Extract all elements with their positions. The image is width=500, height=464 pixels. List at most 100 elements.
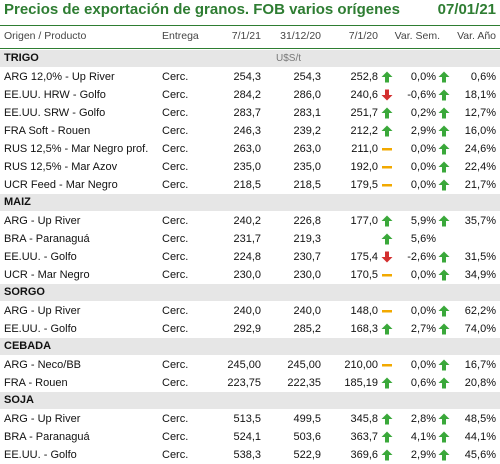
arrow-up-icon — [438, 413, 450, 425]
arrow-up-icon — [438, 161, 450, 173]
origin-cell: ARG - Up River — [4, 215, 81, 227]
price-v1-cell: 538,3 — [233, 449, 261, 461]
price-v1-cell: 246,3 — [233, 125, 261, 137]
year-change-cell: 16,7% — [464, 359, 496, 371]
price-v2-cell: 503,6 — [293, 431, 321, 443]
week-change-cell: 2,7% — [410, 323, 436, 335]
section-header-maiz: MAIZ — [0, 194, 500, 211]
price-v2-cell: 230,7 — [293, 251, 321, 263]
year-change-cell: 31,5% — [464, 251, 496, 263]
year-change-cell: 20,8% — [464, 377, 496, 389]
delivery-cell: Cerc. — [162, 449, 189, 461]
price-v1-cell: 231,7 — [233, 233, 261, 245]
origin-cell: EE.UU. - Golfo — [4, 449, 77, 461]
origin-cell: UCR - Mar Negro — [4, 269, 90, 281]
price-v3-cell: 212,2 — [350, 125, 378, 137]
delivery-cell: Cerc. — [162, 323, 189, 335]
price-v2-cell: 240,0 — [293, 305, 321, 317]
price-v2-cell: 219,3 — [293, 233, 321, 245]
year-change-cell: 22,4% — [464, 161, 496, 173]
arrow-down-icon — [381, 251, 393, 263]
arrow-up-icon — [438, 179, 450, 191]
col-header-v1: 7/1/21 — [231, 30, 261, 42]
year-change-cell: 74,0% — [464, 323, 496, 335]
week-change-cell: 0,0% — [410, 359, 436, 371]
arrow-up-icon — [438, 71, 450, 83]
arrow-up-icon — [438, 431, 450, 443]
week-change-cell: 4,1% — [410, 431, 436, 443]
week-change-cell: 2,9% — [410, 125, 436, 137]
flat-dash-icon — [381, 269, 393, 281]
section-name: SORGO — [4, 286, 45, 298]
price-v1-cell: 230,0 — [233, 269, 261, 281]
delivery-cell: Cerc. — [162, 413, 189, 425]
arrow-up-icon — [381, 107, 393, 119]
week-change-cell: 0,0% — [410, 305, 436, 317]
week-change-cell: -2,6% — [407, 251, 436, 263]
table-row: BRA - Paranaguá Cerc. 524,1 503,6 363,7 4,1% 4… — [0, 428, 500, 446]
week-change-cell: 5,9% — [410, 215, 436, 227]
arrow-up-icon — [438, 107, 450, 119]
col-header-year-change: Var. Año — [457, 30, 496, 42]
price-v3-cell: 192,0 — [350, 161, 378, 173]
origin-cell: EE.UU. - Golfo — [4, 323, 77, 335]
delivery-cell: Cerc. — [162, 143, 189, 155]
price-v2-cell: 222,35 — [287, 377, 321, 389]
week-change-cell: 0,0% — [410, 143, 436, 155]
arrow-up-icon — [381, 431, 393, 443]
origin-cell: FRA - Rouen — [4, 377, 68, 389]
price-v3-cell: 363,7 — [350, 431, 378, 443]
price-v1-cell: 240,2 — [233, 215, 261, 227]
arrow-up-icon — [438, 89, 450, 101]
delivery-cell: Cerc. — [162, 71, 189, 83]
flat-dash-icon — [381, 305, 393, 317]
origin-cell: ARG - Neco/BB — [4, 359, 82, 371]
origin-cell: EE.UU. HRW - Golfo — [4, 89, 106, 101]
price-v3-cell: 168,3 — [350, 323, 378, 335]
arrow-down-icon — [381, 89, 393, 101]
year-change-cell: 16,0% — [464, 125, 496, 137]
arrow-up-icon — [438, 251, 450, 263]
table-row: EE.UU. - Golfo Cerc. 292,9 285,2 168,3 2,7% 74… — [0, 320, 500, 338]
price-v2-cell: 286,0 — [293, 89, 321, 101]
delivery-cell: Cerc. — [162, 179, 189, 191]
table-row: ARG - Up River Cerc. 513,5 499,5 345,8 2,8% 48… — [0, 410, 500, 428]
origin-cell: UCR Feed - Mar Negro — [4, 179, 118, 191]
report-date: 07/01/21 — [437, 1, 496, 18]
delivery-cell: Cerc. — [162, 377, 189, 389]
section-name: SOJA — [4, 394, 34, 406]
arrow-up-icon — [438, 269, 450, 281]
week-change-cell: 0,0% — [410, 71, 436, 83]
delivery-cell: Cerc. — [162, 269, 189, 281]
price-v1-cell: 223,75 — [227, 377, 261, 389]
price-v2-cell: 226,8 — [293, 215, 321, 227]
price-v3-cell: 175,4 — [350, 251, 378, 263]
year-change-cell: 48,5% — [464, 413, 496, 425]
year-change-cell: 62,2% — [464, 305, 496, 317]
year-change-cell: 21,7% — [464, 179, 496, 191]
year-change-cell: 45,6% — [464, 449, 496, 461]
price-v1-cell: 513,5 — [233, 413, 261, 425]
price-v1-cell: 224,8 — [233, 251, 261, 263]
table-row: EE.UU. HRW - Golfo Cerc. 284,2 286,0 240,6 -0… — [0, 86, 500, 104]
arrow-up-icon — [438, 449, 450, 461]
year-change-cell: 0,6% — [470, 71, 496, 83]
report-title-bar: Precios de exportación de granos. FOB va… — [4, 1, 496, 23]
week-change-cell: 0,0% — [410, 161, 436, 173]
price-v3-cell: 185,19 — [344, 377, 378, 389]
delivery-cell: Cerc. — [162, 125, 189, 137]
year-change-cell: 34,9% — [464, 269, 496, 281]
year-change-cell: 18,1% — [464, 89, 496, 101]
price-v1-cell: 284,2 — [233, 89, 261, 101]
origin-cell: EE.UU. SRW - Golfo — [4, 107, 106, 119]
price-v3-cell: 251,7 — [350, 107, 378, 119]
price-v1-cell: 292,9 — [233, 323, 261, 335]
price-v3-cell: 345,8 — [350, 413, 378, 425]
week-change-cell: -0,6% — [407, 89, 436, 101]
origin-cell: ARG - Up River — [4, 305, 81, 317]
price-v2-cell: 218,5 — [293, 179, 321, 191]
arrow-up-icon — [438, 125, 450, 137]
table-row: RUS 12,5% - Mar Azov Cerc. 235,0 235,0 192,0… — [0, 158, 500, 176]
section-header-sorgo: SORGO — [0, 284, 500, 301]
